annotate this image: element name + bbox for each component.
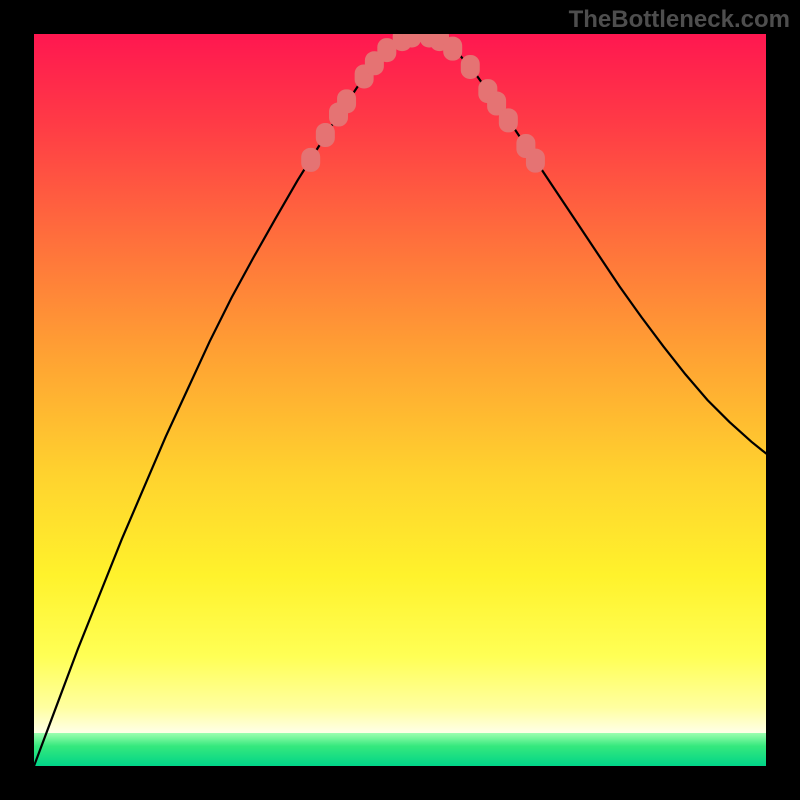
bottleneck-curve: [34, 34, 766, 766]
plot-area: [34, 34, 766, 766]
chart-container: TheBottleneck.com: [0, 0, 800, 800]
curve-marker: [461, 55, 480, 79]
curve-marker: [337, 89, 356, 113]
curve-layer: [34, 34, 766, 766]
curve-marker: [443, 37, 462, 61]
curve-marker: [526, 149, 545, 173]
curve-marker: [316, 123, 335, 147]
curve-marker: [301, 148, 320, 172]
curve-marker: [499, 108, 518, 132]
watermark-text: TheBottleneck.com: [569, 6, 790, 34]
